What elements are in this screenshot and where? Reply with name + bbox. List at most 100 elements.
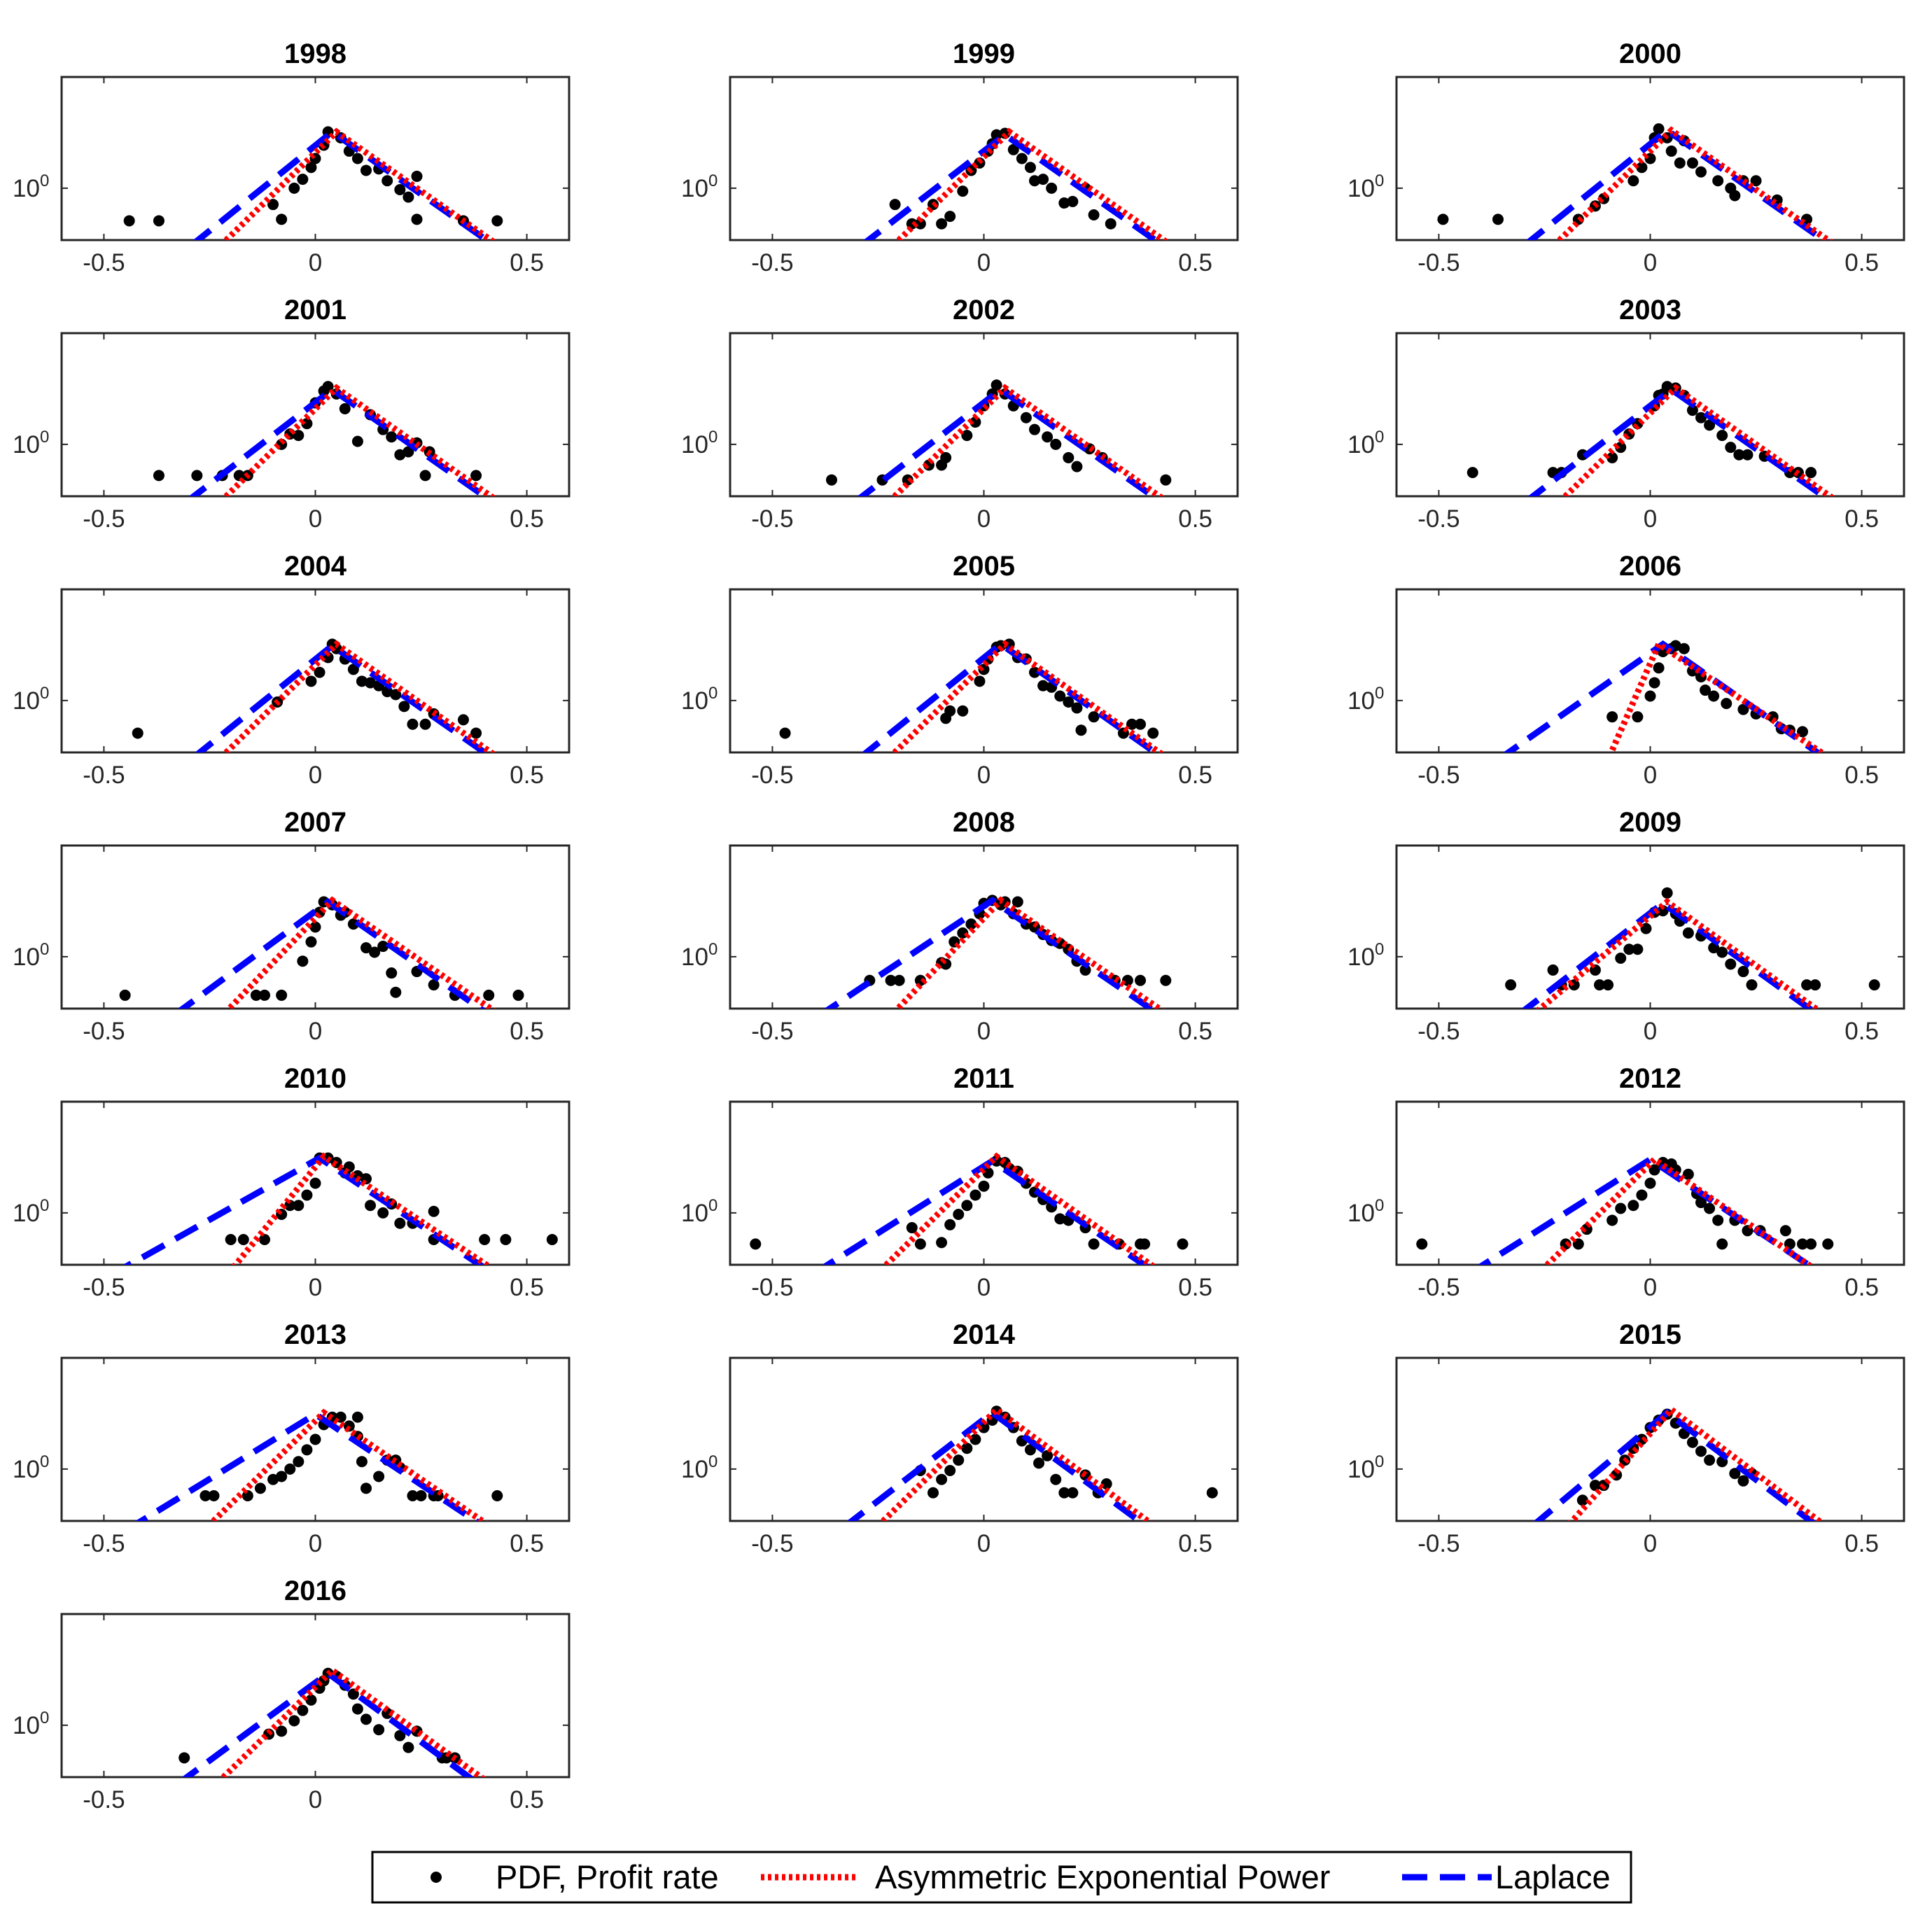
data-point	[1729, 1468, 1741, 1480]
data-point	[1067, 1487, 1079, 1499]
data-point	[969, 1433, 981, 1445]
data-point	[1729, 190, 1741, 202]
plot-area	[779, 638, 1166, 752]
x-tick-label: 0	[977, 1018, 990, 1045]
data-point	[250, 989, 262, 1001]
data-point	[1657, 905, 1669, 917]
data-point	[1606, 711, 1618, 723]
x-tick-label: -0.5	[1418, 762, 1460, 789]
panel-2000: 2000 -0.5 0 0.5 100	[1348, 38, 1905, 276]
data-point	[1623, 944, 1635, 955]
data-point	[969, 416, 981, 428]
data-point	[1725, 958, 1737, 970]
x-tick-label: 0.5	[1844, 1530, 1879, 1557]
data-point	[1648, 677, 1660, 689]
data-point	[1686, 157, 1698, 169]
data-point	[500, 1233, 512, 1245]
x-tick-label: 0	[977, 1274, 990, 1301]
y-tick-label: 100	[13, 1709, 49, 1739]
data-point	[1606, 451, 1618, 463]
data-point	[309, 1177, 321, 1189]
data-point	[297, 955, 309, 967]
data-point	[377, 1207, 389, 1219]
legend-label-aep: Asymmetric Exponential Power	[875, 1858, 1330, 1895]
data-point	[1576, 1494, 1588, 1506]
data-point	[1716, 946, 1728, 958]
data-point	[1712, 1214, 1724, 1226]
x-tick-label: 0.5	[1178, 1018, 1212, 1045]
data-point	[288, 1715, 300, 1727]
data-point	[208, 1489, 220, 1501]
data-point	[1632, 711, 1644, 723]
data-point	[1135, 718, 1147, 730]
aep-fit-line	[209, 1408, 488, 1521]
data-point	[377, 941, 389, 953]
data-point	[927, 1487, 939, 1499]
plot-area	[1466, 381, 1836, 496]
data-point	[1868, 979, 1880, 991]
data-point	[1037, 174, 1049, 185]
x-tick-label: -0.5	[83, 1274, 125, 1301]
data-point	[284, 1200, 296, 1212]
data-point	[914, 218, 926, 230]
data-point	[1644, 690, 1656, 702]
data-point	[394, 1217, 406, 1229]
x-tick-label: 0	[309, 762, 322, 789]
data-point	[305, 162, 317, 174]
laplace-fit-line	[135, 1410, 482, 1521]
x-tick-label: 0	[1644, 505, 1657, 533]
data-point	[969, 1189, 981, 1201]
legend-label-pdf: PDF, Profit rate	[496, 1858, 719, 1895]
data-point	[360, 164, 372, 176]
x-tick-label: -0.5	[751, 762, 793, 789]
data-point	[191, 470, 203, 482]
data-point	[1615, 442, 1627, 454]
panel-2016: 2016 -0.5 0 0.5 100	[13, 1576, 570, 1814]
y-tick-label: 100	[13, 1452, 49, 1483]
data-point	[407, 718, 419, 730]
x-tick-label: 0.5	[1844, 1274, 1879, 1301]
data-point	[1661, 887, 1673, 899]
panel-title: 2012	[1619, 1063, 1681, 1094]
data-point	[330, 643, 342, 654]
data-point	[1042, 1450, 1054, 1461]
data-point	[1665, 145, 1677, 157]
panel-2010: 2010 -0.5 0 0.5 100	[13, 1063, 570, 1301]
laplace-fit-line	[122, 1154, 486, 1265]
data-point	[1750, 175, 1762, 187]
x-tick-label: 0.5	[510, 762, 544, 789]
data-point	[914, 1238, 926, 1250]
aep-fit-line	[221, 384, 497, 496]
data-point	[990, 129, 1002, 141]
data-point	[1653, 123, 1665, 135]
data-point	[347, 918, 359, 930]
data-point	[1054, 1213, 1066, 1225]
data-point	[483, 989, 495, 1001]
panel-2011: 2011 -0.5 0 0.5 100	[681, 1063, 1239, 1301]
y-tick-label: 100	[1348, 684, 1384, 715]
laplace-fit-line	[1527, 385, 1830, 496]
y-tick-label: 100	[681, 684, 718, 715]
panel-title: 2007	[284, 807, 346, 838]
data-point	[305, 675, 317, 687]
panel-2012: 2012 -0.5 0 0.5 100	[1348, 1063, 1905, 1301]
x-tick-label: 0	[1644, 249, 1657, 276]
data-point	[779, 727, 791, 739]
plot-area	[1416, 1155, 1834, 1265]
x-tick-label: -0.5	[83, 1530, 125, 1557]
data-point	[936, 1473, 948, 1485]
panel-title: 2002	[953, 295, 1015, 325]
x-tick-label: -0.5	[83, 1018, 125, 1045]
x-tick-label: 0	[1644, 762, 1657, 789]
x-tick-label: -0.5	[83, 249, 125, 276]
data-point	[944, 705, 956, 717]
y-tick-label: 100	[681, 1196, 718, 1227]
y-tick-label: 100	[1348, 171, 1384, 202]
laplace-fit-line	[857, 385, 1159, 496]
data-point	[1033, 1457, 1045, 1469]
data-point	[982, 1167, 994, 1179]
panel-title: 2006	[1619, 551, 1681, 582]
x-tick-label: 0	[977, 249, 990, 276]
data-point	[1704, 1202, 1716, 1214]
data-point	[1737, 703, 1749, 715]
